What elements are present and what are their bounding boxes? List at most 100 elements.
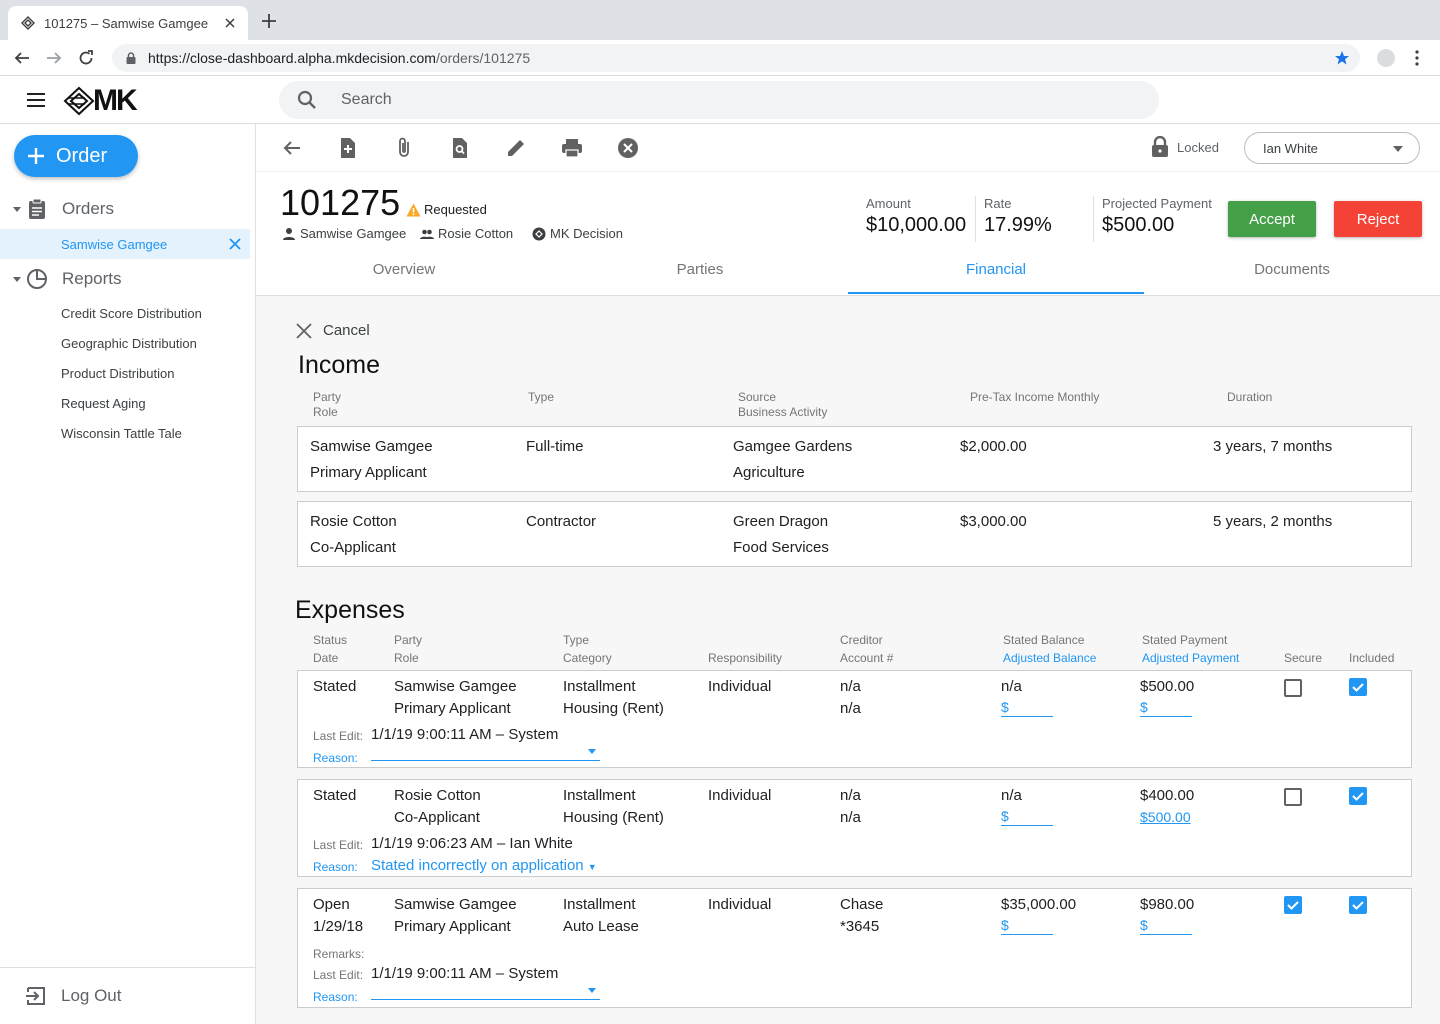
print-icon[interactable] [560,136,584,160]
expense-header-included: Included [1349,651,1395,665]
expense-stated-payment: $500.00 [1140,678,1195,695]
url-bar[interactable]: https://close-dashboard.alpha.mkdecision… [112,44,1360,72]
expense-category: Housing (Rent) [563,809,664,826]
secure-checkbox[interactable] [1284,679,1302,697]
back-arrow-icon[interactable] [13,49,31,67]
expense-header-responsibility: Responsibility [708,651,783,665]
tab-documents[interactable]: Documents [1254,261,1330,278]
profile-avatar[interactable] [1377,49,1395,67]
mk-diamond-logo-icon [63,86,95,116]
income-row[interactable]: Rosie Cotton Co-Applicant Contractor Gre… [297,501,1412,567]
caret-down-icon [13,207,21,212]
sidebar-item-product-distribution[interactable]: Product Distribution [61,366,175,381]
expense-row[interactable]: Stated Rosie Cotton Co-Applicant Install… [297,779,1412,877]
reason-select[interactable] [371,984,600,1000]
cancel-edit-button[interactable]: Cancel [296,322,370,339]
adjusted-payment-input[interactable]: $ [1140,700,1192,717]
cancel-circle-icon[interactable] [616,136,640,160]
amount-metric: Amount $10,000.00 [866,196,966,237]
tab-overview[interactable]: Overview [372,261,436,278]
app-header: MK [0,76,1440,124]
sidebar-section-orders[interactable]: Orders [0,194,256,224]
reject-button[interactable]: Reject [1334,201,1422,237]
close-icon[interactable] [228,237,242,251]
lender-link[interactable]: MK Decision [532,226,623,241]
income-row[interactable]: Samwise Gamgee Primary Applicant Full-ti… [297,426,1412,492]
mk-logo[interactable]: MK [63,84,138,118]
sidebar-section-reports[interactable]: Reports [0,264,256,294]
included-checkbox[interactable] [1349,678,1367,696]
last-edit-value: 1/1/19 9:00:11 AM – System [371,965,559,982]
income-amount: $2,000.00 [960,438,1027,455]
included-checkbox[interactable] [1349,787,1367,805]
expense-account: *3645 [840,918,880,935]
order-status: Requested [406,202,487,217]
new-order-button[interactable]: Order [14,135,138,177]
reason-select[interactable]: Stated incorrectly on application ▼ [371,857,597,874]
secure-checkbox[interactable] [1284,788,1302,806]
attachment-icon[interactable] [392,136,416,160]
forward-arrow-icon[interactable] [45,49,63,67]
rate-label: Rate [984,196,1012,211]
tab-financial[interactable]: Financial [848,252,1144,294]
expense-row[interactable]: Open 1/29/18 Samwise Gamgee Primary Appl… [297,888,1412,1008]
reports-label: Reports [62,269,122,288]
secure-checkbox[interactable] [1284,896,1302,914]
sidebar-item-selected-order[interactable]: Samwise Gamgee [0,229,250,259]
url-host: https://close-dashboard.alpha.mkdecision… [148,50,436,66]
adjusted-balance-input[interactable]: $ [1001,918,1053,935]
financial-content: Cancel Income Party Role Type Source Busin… [256,296,1440,1024]
expense-category: Auto Lease [563,918,639,935]
assignee-dropdown[interactable]: Ian White [1244,132,1420,164]
adjusted-payment-input[interactable]: $500.00 [1140,809,1191,825]
edit-pencil-icon[interactable] [504,136,528,160]
adjusted-balance-input[interactable]: $ [1001,700,1053,717]
income-title: Income [298,351,380,379]
search-box[interactable] [279,81,1159,119]
expense-status: Open [313,896,350,913]
income-role: Primary Applicant [310,464,427,481]
back-arrow-icon[interactable] [280,136,304,160]
adjusted-payment-input[interactable]: $ [1140,918,1192,935]
expense-row[interactable]: Stated Samwise Gamgee Primary Applicant … [297,670,1412,768]
lender-name: MK Decision [550,226,623,241]
expenses-title: Expenses [295,596,405,624]
bookmark-star-icon[interactable] [1334,50,1350,66]
included-checkbox[interactable] [1349,896,1367,914]
adjusted-balance-input[interactable]: $ [1001,809,1053,826]
logout-button[interactable]: Log Out [0,967,256,1024]
browser-address-bar: https://close-dashboard.alpha.mkdecision… [0,40,1440,76]
document-search-icon[interactable] [448,136,472,160]
search-icon [297,90,316,109]
expense-status: Stated [313,678,357,695]
browser-tab[interactable]: 101275 – Samwise Gamgee [8,6,248,40]
close-tab-icon[interactable] [222,15,238,31]
checkmark-icon [1352,792,1364,801]
browser-menu-icon[interactable] [1408,49,1426,67]
sidebar-item-request-aging[interactable]: Request Aging [61,396,146,411]
new-tab-icon[interactable] [260,12,278,30]
tab-parties[interactable]: Parties [676,261,724,278]
co-applicant-link[interactable]: Rosie Cotton [420,226,513,241]
reason-select[interactable] [371,745,600,761]
expense-stated-payment: $980.00 [1140,896,1195,913]
sidebar-item-credit-score-distribution[interactable]: Credit Score Distribution [61,306,202,321]
payment-label: Projected Payment [1102,196,1212,211]
expense-header-secure: Secure [1284,651,1323,665]
amount-value: $10,000.00 [866,214,967,236]
people-icon [420,229,434,239]
applicant-link[interactable]: Samwise Gamgee [282,226,406,241]
lock-status-label: Locked [1177,139,1219,155]
sidebar-item-geographic-distribution[interactable]: Geographic Distribution [61,336,197,351]
reload-icon[interactable] [77,49,95,67]
expense-party: Rosie Cotton [394,787,481,804]
new-document-icon[interactable] [336,136,360,160]
hamburger-menu-icon[interactable] [26,92,46,108]
expense-responsibility: Individual [708,787,772,804]
sidebar-item-wisconsin-tattle-tale[interactable]: Wisconsin Tattle Tale [61,426,182,441]
logout-icon [26,987,45,1005]
padlock-icon [1152,136,1168,157]
accept-button[interactable]: Accept [1228,201,1316,237]
income-party: Rosie Cotton [310,513,397,530]
search-input[interactable] [341,91,1041,109]
